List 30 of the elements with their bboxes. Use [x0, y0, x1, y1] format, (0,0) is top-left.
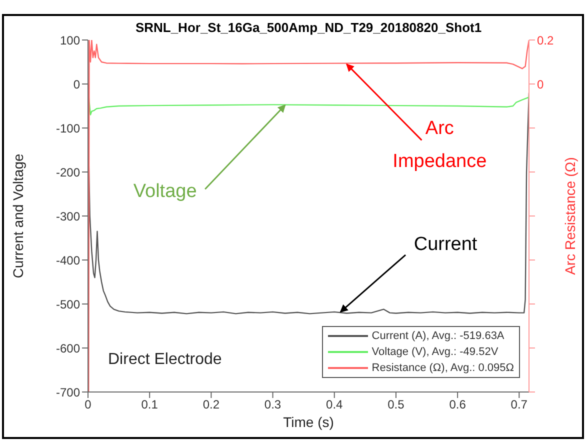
- legend-label: Current (A), Avg.: -519.63A: [372, 329, 504, 344]
- x-tick-label: 0.2: [202, 398, 220, 412]
- y-tick-label: -600: [56, 341, 80, 356]
- y2-tick-label: 0.2: [537, 33, 554, 48]
- chart-title: SRNL_Hor_St_16Ga_500Amp_ND_T29_20180820_Shot1: [134, 20, 483, 35]
- x-tick-label: 0: [84, 398, 92, 412]
- y-tick-label: -100: [56, 121, 80, 136]
- annotation: Direct Electrode: [108, 351, 222, 368]
- x-tick-label: 0.3: [264, 398, 282, 412]
- annotation: Current: [414, 234, 478, 255]
- y-axis-title: Current and Voltage: [10, 154, 26, 278]
- y-tick-label: -400: [56, 253, 80, 268]
- y-tick-label: 0: [73, 77, 80, 92]
- x-tick-label: 0.5: [388, 398, 405, 412]
- y2-axis-title: Arc Resistance (Ω): [562, 157, 578, 275]
- legend-label: Resistance (Ω), Avg.: 0.095Ω: [372, 361, 514, 376]
- legend-label: Voltage (V), Avg.: -49.52V: [372, 345, 498, 360]
- y-tick-label: -200: [56, 165, 80, 180]
- y-tick-label: -500: [56, 297, 80, 312]
- y-tick-label: -700: [56, 385, 80, 400]
- x-tick-label: 0.1: [141, 398, 158, 412]
- y-tick-label: -300: [56, 209, 80, 224]
- x-axis-title: Time (s): [283, 414, 334, 430]
- annotation: Voltage: [133, 181, 197, 202]
- x-tick-label: 0.4: [326, 398, 344, 412]
- x-tick-label: 0.6: [449, 398, 466, 412]
- y2-tick-label: 0: [537, 77, 544, 92]
- y-tick-label: 100: [60, 33, 80, 48]
- x-tick-label: 0.7: [510, 398, 528, 412]
- annotation: Arc Impedance: [392, 118, 487, 172]
